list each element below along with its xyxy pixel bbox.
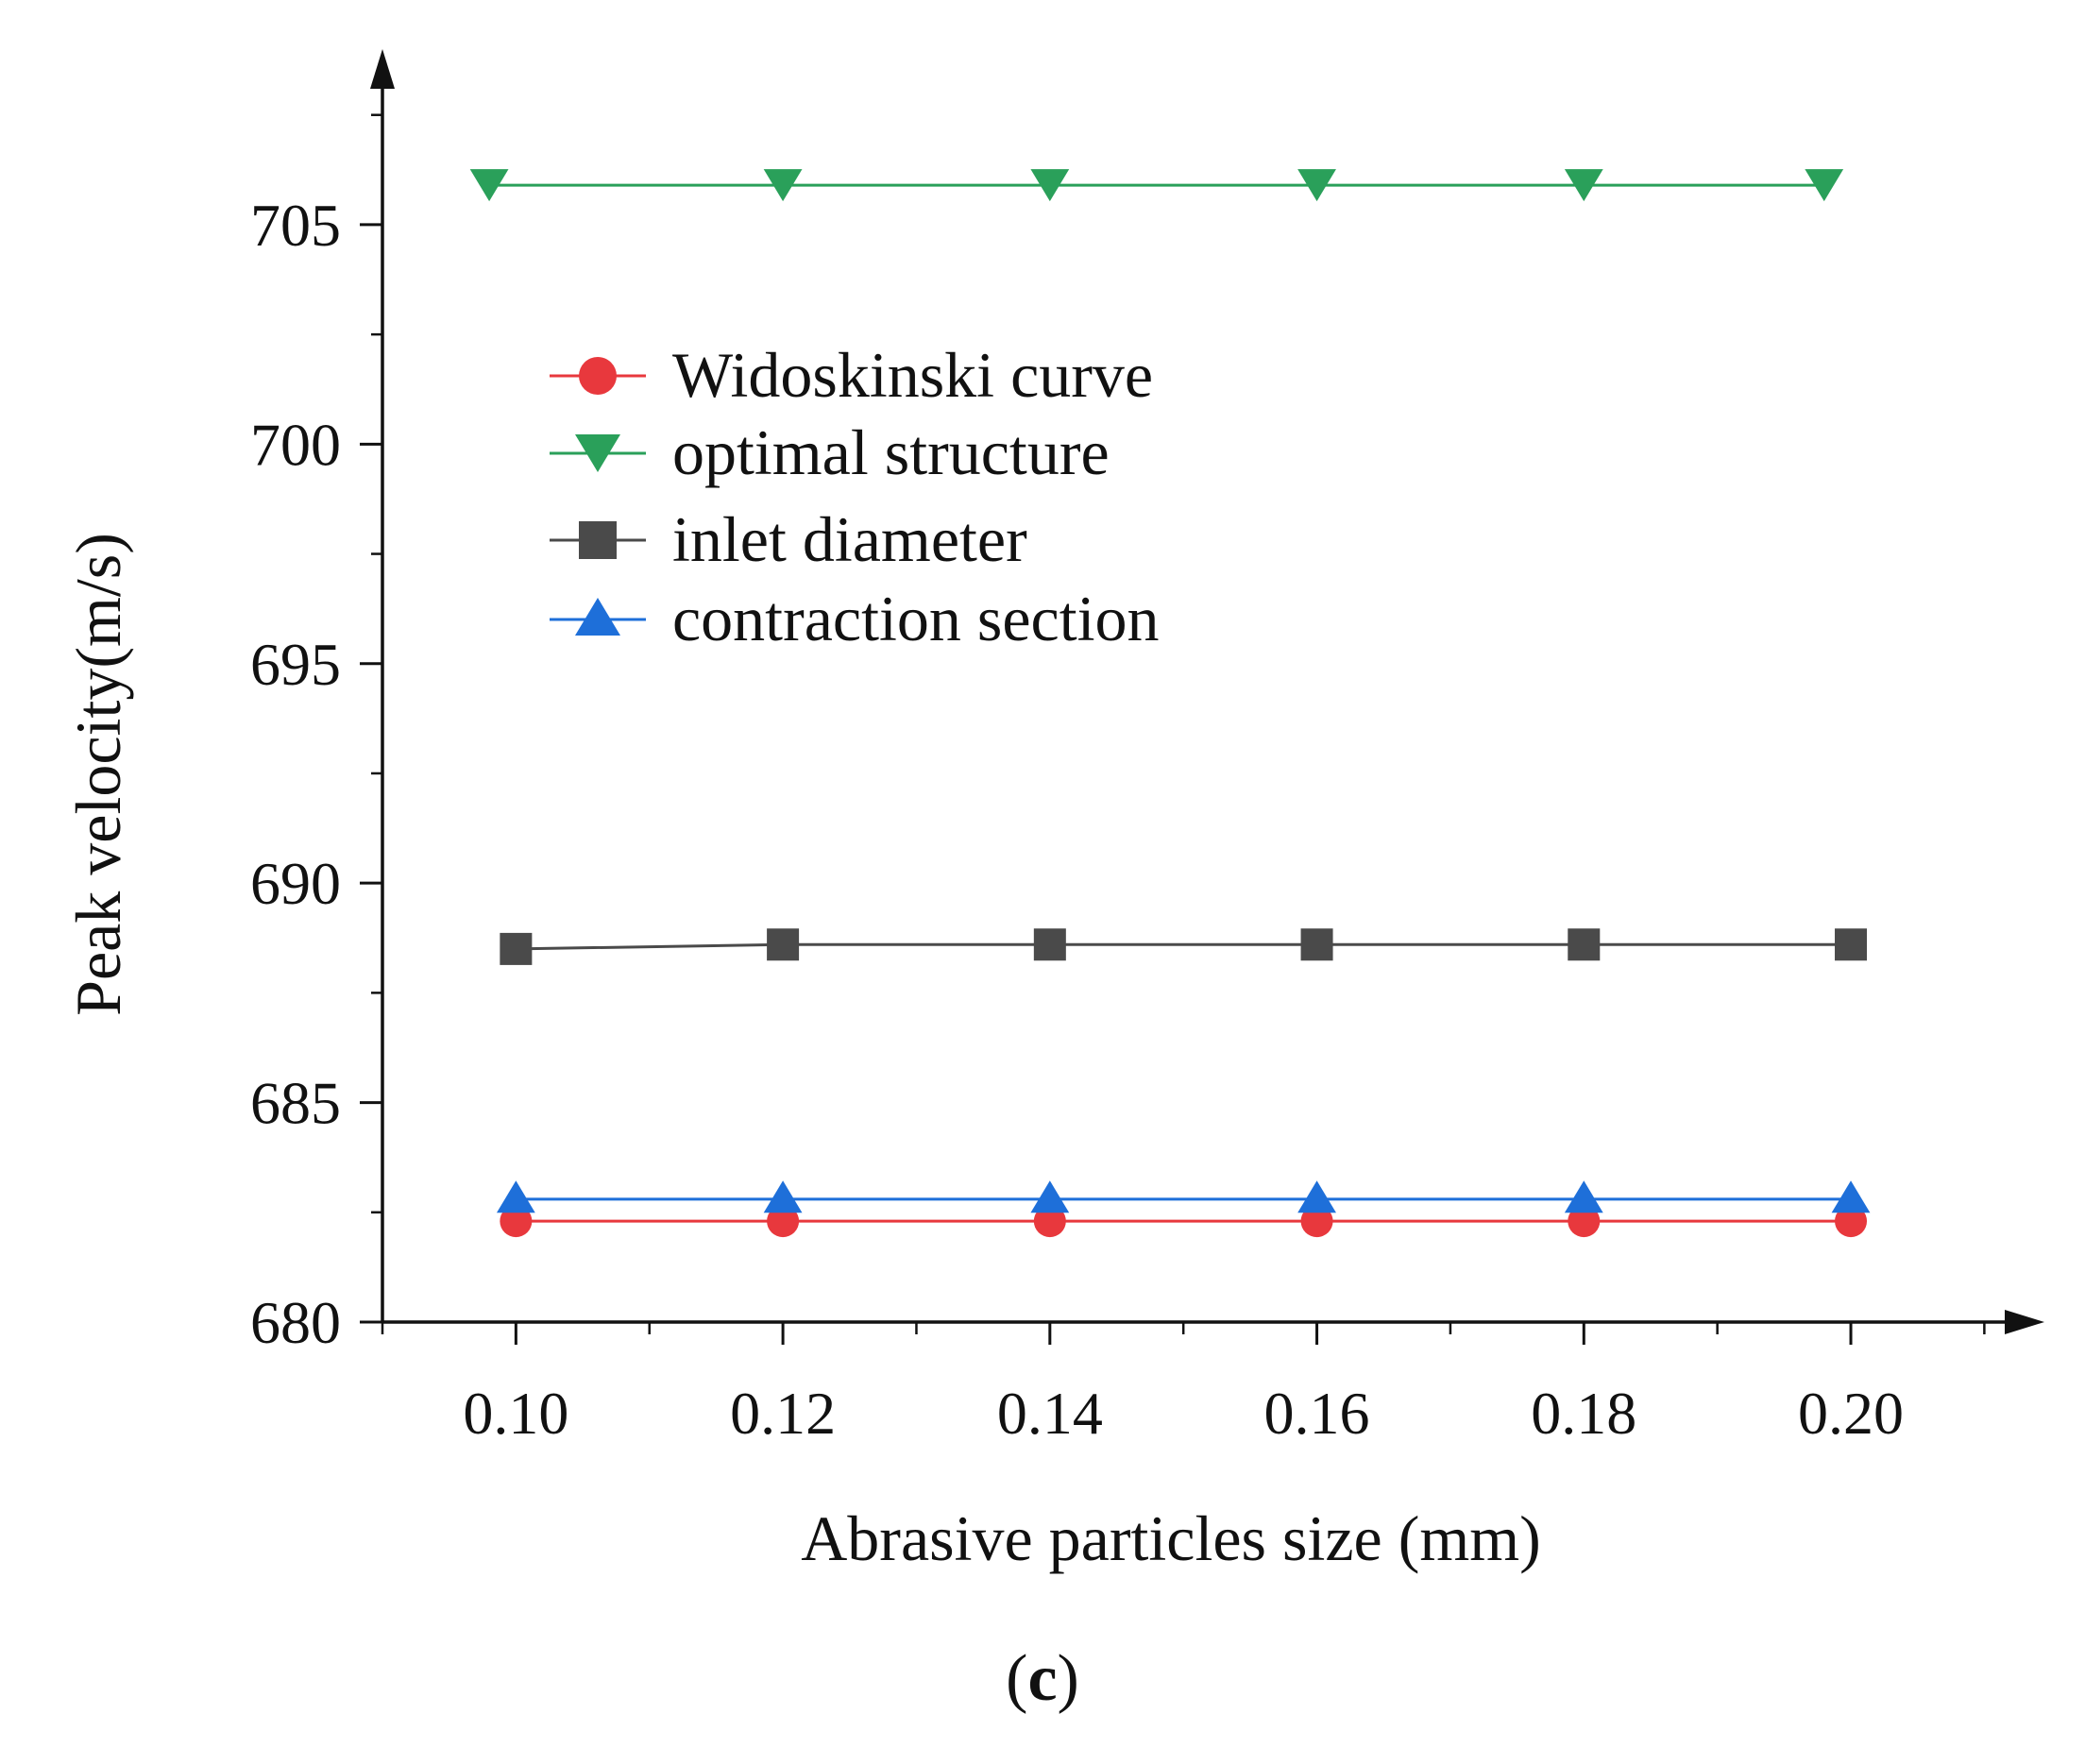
axes: 680 685 690 695 700 705 0.10 0.12 0.14 0.16 0.18 0.… [250,49,2044,1447]
y-tick-label: 700 [250,411,341,478]
x-tick-label: 0.20 [1798,1380,1904,1447]
data-point [763,1180,803,1213]
data-point [500,1205,533,1238]
data-point [1297,169,1336,202]
legend-label: inlet diameter [672,503,1027,575]
y-tick-label: 680 [250,1289,341,1356]
data-point [1297,1180,1336,1213]
x-tick-label: 0.18 [1531,1380,1636,1447]
series-optimal-structure [469,169,1844,202]
panel-label-open: ( [1006,1642,1027,1715]
legend-marker [575,598,620,636]
data-point [1568,1205,1601,1238]
legend-label: contraction section [672,583,1159,654]
legend-marker [575,434,620,472]
y-tick-label: 695 [250,631,341,698]
data-point [1835,928,1868,961]
y-axis-title: Peak velocity(m/s) [62,533,134,1016]
legend-item: contraction section [550,583,1159,654]
series-layer [469,169,1871,1238]
data-point [1831,1180,1871,1213]
panel-label-close: ) [1058,1642,1079,1715]
data-point [767,928,800,961]
panel-label-letter: c [1027,1642,1057,1715]
data-point [1835,1205,1868,1238]
data-point [1805,169,1844,202]
data-point [469,169,509,202]
x-tick-label: 0.14 [997,1380,1103,1447]
series-inlet-diameter [500,928,1868,965]
y-axis-arrow [370,49,395,89]
data-point [1300,928,1333,961]
x-axis-arrow [2005,1310,2044,1334]
y-tick-label: 705 [250,192,341,259]
data-point [1564,169,1603,202]
series-line [516,942,1852,951]
data-point [500,932,533,965]
data-point [1033,1205,1066,1238]
data-point [1033,928,1066,961]
x-tick-label: 0.12 [730,1380,836,1447]
data-point [1568,928,1601,961]
series-widoskinski-curve [500,1205,1868,1238]
legend-marker [579,357,617,395]
x-tick-label: 0.10 [463,1380,568,1447]
data-point [1564,1180,1603,1213]
data-point [1030,1180,1070,1213]
legend-label: Widoskinski curve [672,339,1153,411]
y-tick-label: 685 [250,1070,341,1137]
legend-marker [579,521,617,559]
data-point [763,169,803,202]
data-point [767,1205,800,1238]
data-point [1300,1205,1333,1238]
legend-item: inlet diameter [550,503,1027,575]
y-tick-label: 690 [250,850,341,917]
legend-item: Widoskinski curve [550,339,1153,411]
x-tick-label: 0.16 [1264,1380,1370,1447]
legend-item: optimal structure [550,416,1110,488]
data-point [496,1180,535,1213]
legend-label: optimal structure [672,416,1110,488]
x-axis-title: Abrasive particles size (mm) [801,1502,1541,1574]
panel-label: (c) [1006,1642,1079,1715]
series-contraction-section [496,1180,1871,1213]
data-point [1030,169,1070,202]
